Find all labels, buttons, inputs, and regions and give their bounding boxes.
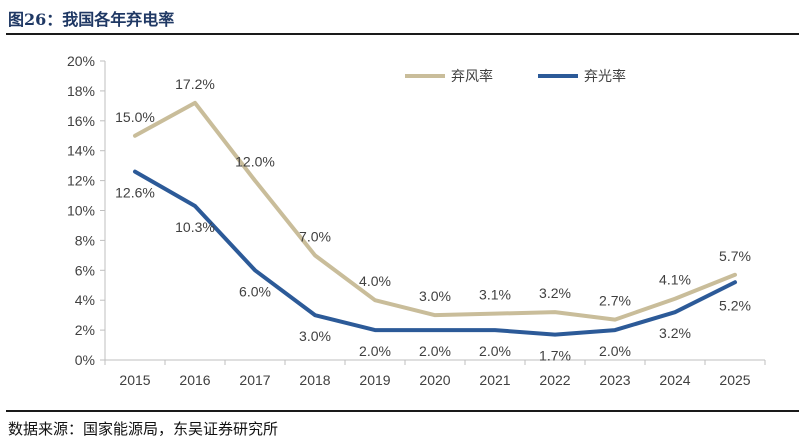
x-tick-label: 2022 — [539, 372, 570, 388]
legend-label-solar: 弃光率 — [584, 68, 626, 84]
x-tick-label: 2024 — [659, 372, 690, 388]
y-tick-label: 0% — [75, 352, 95, 368]
y-tick-label: 16% — [67, 113, 95, 129]
solar-data-label: 6.0% — [239, 283, 271, 299]
y-tick-label: 10% — [67, 203, 95, 219]
solar-data-label: 5.2% — [719, 297, 751, 313]
data-source: 数据来源：国家能源局，东吴证券研究所 — [8, 420, 279, 438]
x-tick-label: 2021 — [479, 372, 510, 388]
y-tick-label: 6% — [75, 262, 95, 278]
wind-data-label: 3.2% — [539, 285, 571, 301]
wind-data-label: 17.2% — [175, 76, 215, 92]
x-tick-label: 2016 — [179, 372, 210, 388]
legend-label-wind: 弃风率 — [451, 68, 493, 84]
solar-curtailment-line — [133, 169, 737, 337]
x-tick-label: 2017 — [239, 372, 270, 388]
x-tick-label: 2020 — [419, 372, 450, 388]
solar-data-label: 10.3% — [175, 219, 215, 235]
figure-title: 图26：我国各年弃电率 — [8, 10, 175, 29]
solar-data-label: 2.0% — [359, 343, 391, 359]
wind-data-label: 12.0% — [235, 154, 275, 170]
wind-data-label: 2.7% — [599, 293, 631, 309]
wind-data-label: 15.0% — [115, 109, 155, 125]
y-tick-label: 14% — [67, 143, 95, 159]
y-tick-label: 4% — [75, 292, 95, 308]
wind-curtailment-line — [133, 100, 737, 322]
wind-data-label: 4.1% — [659, 272, 691, 288]
x-tick-label: 2025 — [719, 372, 750, 388]
top-rule — [6, 33, 799, 35]
y-tick-label: 18% — [67, 83, 95, 99]
x-tick-label: 2015 — [119, 372, 150, 388]
bottom-rule — [6, 410, 799, 412]
x-tick-label: 2018 — [299, 372, 330, 388]
y-tick-label: 2% — [75, 322, 95, 338]
solar-data-label: 3.0% — [299, 328, 331, 344]
wind-data-label: 4.0% — [359, 273, 391, 289]
solar-data-label: 2.0% — [479, 343, 511, 359]
solar-data-label: 3.2% — [659, 325, 691, 341]
solar-data-label: 1.7% — [539, 348, 571, 364]
x-tick-label: 2019 — [359, 372, 390, 388]
wind-data-label: 7.0% — [299, 228, 331, 244]
x-tick-label: 2023 — [599, 372, 630, 388]
solar-data-label: 12.6% — [115, 185, 155, 201]
y-tick-label: 12% — [67, 173, 95, 189]
y-tick-label: 20% — [67, 53, 95, 69]
wind-data-label: 3.0% — [419, 288, 451, 304]
wind-data-label: 3.1% — [479, 287, 511, 303]
solar-data-label: 2.0% — [599, 343, 631, 359]
solar-data-label: 2.0% — [419, 343, 451, 359]
wind-data-label: 5.7% — [719, 248, 751, 264]
y-tick-label: 8% — [75, 232, 95, 248]
